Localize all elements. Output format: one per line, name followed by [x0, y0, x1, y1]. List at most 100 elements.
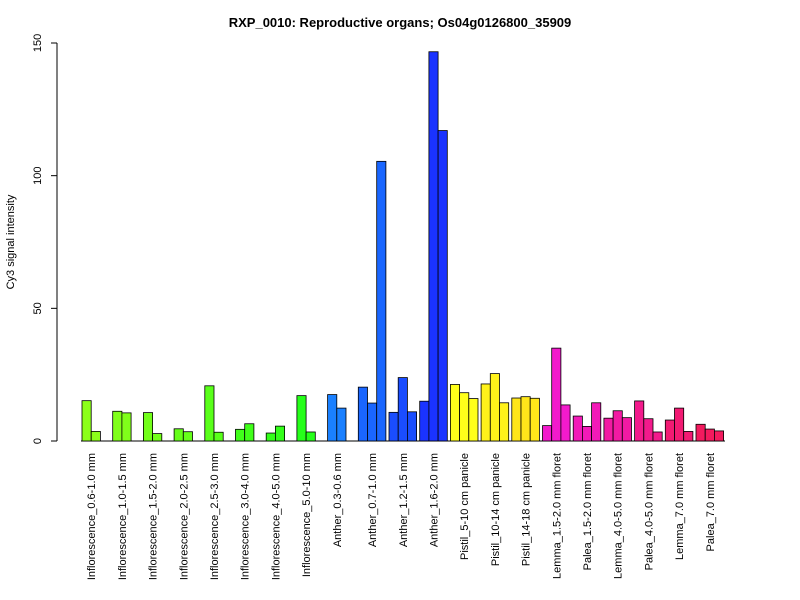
bar — [121, 412, 132, 442]
category-label: Inflorescence_1.5-2.0 mm — [148, 453, 160, 580]
bar — [459, 392, 470, 442]
bar-group — [542, 347, 571, 442]
bar — [612, 410, 623, 442]
bar — [714, 430, 725, 442]
y-tick-label: 50 — [32, 302, 44, 314]
bar — [449, 384, 460, 442]
bars — [81, 51, 725, 442]
bar — [81, 400, 92, 442]
y-tick-label: 0 — [32, 438, 44, 444]
category-label: Palea_4.0-5.0 mm floret — [643, 453, 655, 570]
bar — [704, 428, 715, 442]
bar — [204, 385, 215, 442]
bar-group — [265, 425, 285, 442]
bar — [244, 423, 255, 442]
bar-group — [634, 400, 663, 442]
category-label: Anther_1.2-1.5 mm — [398, 453, 410, 547]
category-label: Palea_7.0 mm floret — [705, 453, 717, 551]
bar — [683, 431, 694, 442]
bar — [327, 394, 338, 442]
bar — [529, 397, 540, 442]
bar — [489, 373, 500, 442]
bar — [142, 412, 153, 442]
bar-group — [235, 423, 255, 442]
bar — [296, 395, 307, 442]
category-label: Inflorescence_2.5-3.0 mm — [209, 453, 221, 580]
bar — [634, 400, 645, 442]
category-labels: Inflorescence_0.6-1.0 mm Inflorescence_1.… — [86, 453, 717, 580]
bar-group — [357, 160, 387, 442]
category-label: Inflorescence_4.0-5.0 mm — [270, 453, 282, 580]
bar-group — [204, 385, 224, 442]
bar — [468, 398, 479, 442]
bar — [520, 396, 531, 442]
category-label: Lemma_1.5-2.0 mm floret — [551, 453, 563, 579]
category-label: Anther_0.3-0.6 mm — [332, 453, 344, 547]
bar — [397, 377, 408, 442]
category-label: Pistil_10-14 cm panicle — [490, 453, 502, 566]
bar — [305, 431, 316, 442]
category-label: Anther_1.6-2.0 mm — [429, 453, 441, 547]
bar — [542, 425, 553, 442]
bar — [572, 415, 583, 442]
bar — [480, 383, 491, 442]
bar-group — [142, 412, 163, 442]
category-label: Inflorescence_0.6-1.0 mm — [86, 453, 98, 580]
bar-group — [81, 400, 101, 442]
y-tick-label: 150 — [32, 34, 44, 52]
bar-group — [449, 384, 479, 442]
bar — [674, 407, 685, 442]
category-label: Palea_1.5-2.0 mm floret — [582, 453, 594, 570]
bar — [603, 417, 614, 442]
bar — [274, 425, 285, 442]
bar — [560, 404, 571, 442]
bar — [511, 397, 522, 442]
category-label: Inflorescence_2.0-2.5 mm — [178, 453, 190, 580]
bar — [336, 407, 347, 442]
bar — [112, 410, 123, 442]
bar — [582, 426, 593, 442]
bar — [173, 428, 184, 442]
bar — [357, 386, 368, 442]
y-axis-label: Cy3 signal intensity — [5, 194, 17, 289]
bar-group — [296, 395, 316, 442]
y-tick-label: 100 — [32, 166, 44, 184]
bar — [437, 130, 448, 442]
bar-group — [173, 428, 193, 442]
bar — [652, 431, 663, 442]
category-label: Lemma_4.0-5.0 mm floret — [613, 453, 625, 579]
category-label: Pistil_14-18 cm panicle — [521, 453, 533, 566]
bar — [152, 433, 163, 442]
category-label: Pistil_5-10 cm panicle — [459, 453, 471, 560]
category-label: Anther_0.7-1.0 mm — [367, 453, 379, 547]
bar — [235, 428, 246, 442]
bar — [376, 160, 387, 442]
y-axis: 0 50 100 150 — [32, 34, 58, 444]
bar — [182, 431, 193, 442]
bar-group — [664, 407, 694, 442]
bar — [621, 417, 632, 442]
bar — [591, 402, 602, 442]
bar-group — [480, 373, 510, 442]
bar-group — [511, 396, 540, 442]
category-label: Inflorescence_3.0-4.0 mm — [240, 453, 252, 580]
bar — [551, 347, 562, 442]
category-label: Inflorescence_1.0-1.5 mm — [117, 453, 129, 580]
bar — [406, 411, 417, 442]
bar-group — [695, 423, 725, 442]
bar — [643, 418, 654, 442]
bar-group — [388, 377, 417, 442]
bar-group — [419, 51, 448, 442]
bar — [90, 431, 101, 442]
bar-group — [112, 410, 132, 442]
bar-group — [327, 394, 347, 442]
bar — [419, 400, 430, 442]
chart-title: RXP_0010: Reproductive organs; Os04g0126… — [229, 15, 572, 30]
bar — [388, 411, 399, 442]
bar-group — [572, 402, 602, 442]
bar — [499, 402, 510, 442]
bar — [213, 431, 224, 442]
category-label: Inflorescence_5.0-10 mm — [301, 453, 313, 577]
category-label: Lemma_7.0 mm floret — [674, 453, 686, 560]
